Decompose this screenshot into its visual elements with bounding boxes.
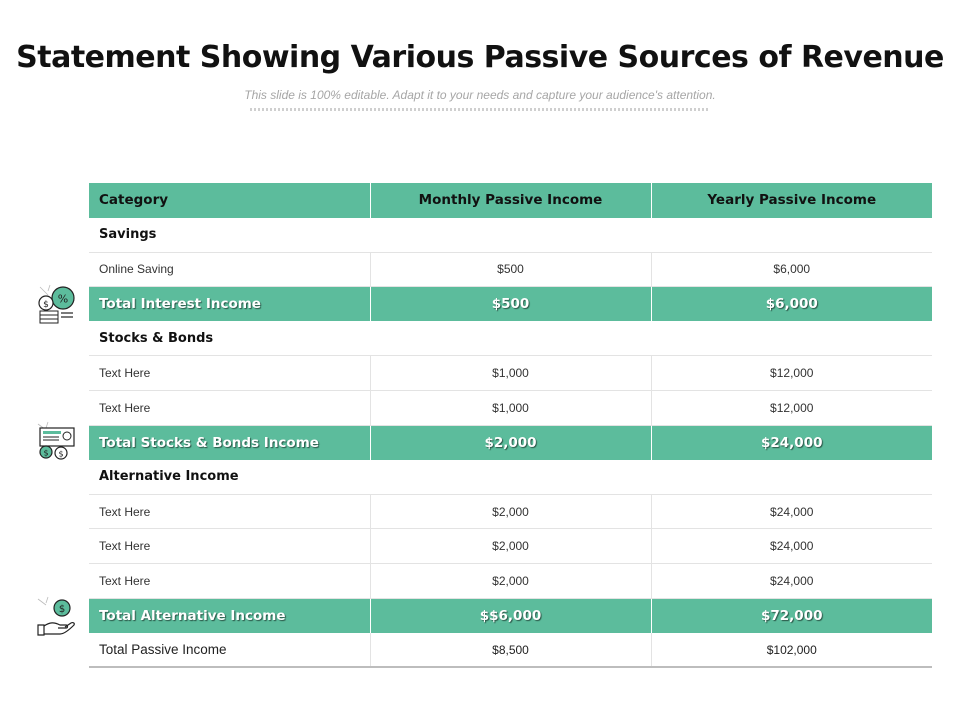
- total-label: Total Interest Income: [89, 286, 370, 322]
- row-label: Text Here: [89, 390, 370, 426]
- svg-text:$: $: [58, 450, 63, 459]
- table-row: Text Here $1,000 $12,000: [89, 390, 932, 426]
- subtitle-divider: [250, 108, 710, 111]
- hand-holding-coin-icon: $: [34, 595, 78, 639]
- svg-text:%: %: [58, 293, 68, 306]
- row-label: Text Here: [89, 563, 370, 599]
- grand-total-monthly: $8,500: [369, 632, 651, 669]
- row-yearly: $12,000: [650, 390, 932, 426]
- table-row: Text Here $2,000 $24,000: [89, 563, 932, 599]
- total-monthly: $$6,000: [369, 598, 651, 633]
- row-monthly: $2,000: [369, 494, 651, 530]
- row-yearly: $12,000: [650, 355, 932, 392]
- row-label: Text Here: [89, 494, 370, 530]
- slide-subtitle: This slide is 100% editable. Adapt it to…: [244, 88, 716, 102]
- total-yearly: $24,000: [650, 425, 932, 460]
- total-yearly: $6,000: [650, 286, 932, 322]
- total-label: Total Alternative Income: [89, 598, 370, 633]
- row-yearly: $24,000: [650, 563, 932, 599]
- total-label: Total Stocks & Bonds Income: [89, 425, 370, 460]
- total-row-stocks-bonds: Total Stocks & Bonds Income $2,000 $24,0…: [89, 425, 932, 460]
- row-monthly: $2,000: [369, 528, 651, 565]
- svg-text:$: $: [43, 449, 48, 458]
- section-savings: Savings: [89, 217, 932, 253]
- row-label: Online Saving: [89, 252, 370, 288]
- svg-text:$: $: [59, 604, 65, 615]
- total-row-alternative: Total Alternative Income $$6,000 $72,000: [89, 598, 932, 633]
- section-title: Savings: [89, 217, 932, 253]
- grand-total-yearly: $102,000: [650, 632, 932, 669]
- total-monthly: $500: [369, 286, 651, 322]
- table-header-row: Category Monthly Passive Income Yearly P…: [89, 183, 932, 218]
- section-stocks-bonds: Stocks & Bonds: [89, 321, 932, 357]
- total-monthly: $2,000: [369, 425, 651, 460]
- total-yearly: $72,000: [650, 598, 932, 633]
- total-row-interest: Total Interest Income $500 $6,000: [89, 286, 932, 322]
- row-label: Text Here: [89, 355, 370, 392]
- section-alternative: Alternative Income: [89, 459, 932, 495]
- row-yearly: $24,000: [650, 528, 932, 565]
- table-row: Text Here $2,000 $24,000: [89, 494, 932, 530]
- row-yearly: $6,000: [650, 252, 932, 288]
- slide-title: Statement Showing Various Passive Source…: [16, 40, 944, 75]
- header-monthly: Monthly Passive Income: [370, 183, 652, 218]
- table-row: Text Here $1,000 $12,000: [89, 355, 932, 392]
- money-percent-icon: % $: [34, 283, 78, 327]
- table-row: Text Here $2,000 $24,000: [89, 528, 932, 565]
- section-title: Stocks & Bonds: [89, 321, 932, 357]
- stock-certificate-dollar-icon: $ $: [34, 420, 78, 464]
- section-title: Alternative Income: [89, 459, 932, 495]
- table-row: Online Saving $500 $6,000: [89, 252, 932, 288]
- row-monthly: $2,000: [369, 563, 651, 599]
- row-monthly: $1,000: [369, 355, 651, 392]
- header-category: Category: [89, 183, 371, 218]
- row-monthly: $500: [369, 252, 651, 288]
- grand-total-row: Total Passive Income $8,500 $102,000: [89, 632, 932, 669]
- row-monthly: $1,000: [369, 390, 651, 426]
- header-yearly: Yearly Passive Income: [651, 183, 932, 218]
- svg-text:$: $: [43, 300, 49, 310]
- row-label: Text Here: [89, 528, 370, 565]
- grand-total-label: Total Passive Income: [89, 632, 370, 669]
- row-yearly: $24,000: [650, 494, 932, 530]
- revenue-table: Category Monthly Passive Income Yearly P…: [89, 183, 932, 669]
